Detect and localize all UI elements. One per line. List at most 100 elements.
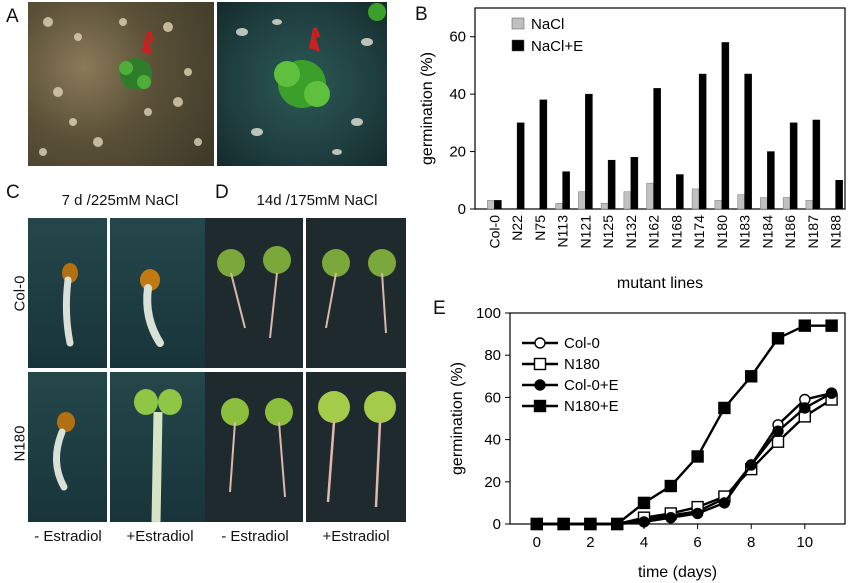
x-tick-label-e-0: 0: [533, 534, 541, 551]
y-tick-label-e-80: 80: [484, 347, 501, 364]
panel-c-photo-n180-minus: [28, 372, 107, 522]
panel-c-label-plus-estradiol: +Estradiol: [126, 528, 194, 545]
bar-nacl-e-N183: [744, 73, 752, 210]
legend-marker-e-0: [534, 337, 546, 349]
x-axis-label-b: mutant lines: [617, 275, 703, 292]
point-N180+E-1: [557, 517, 570, 531]
bar-nacl-N186: [782, 197, 791, 210]
panel-label-c: C: [6, 182, 20, 203]
y-tick-label-b-60: 60: [449, 29, 466, 46]
legend-swatch-b-1: [511, 39, 525, 52]
bar-nacl-e-N184: [767, 151, 775, 210]
x-tick-label-e-4: 4: [640, 534, 648, 551]
panel-a-photo-left: [28, 2, 214, 166]
bar-nacl-N187: [805, 200, 814, 210]
y-tick-label-b-40: 40: [449, 86, 466, 103]
y-tick-label-e-60: 60: [484, 389, 501, 406]
point-Col-0+E-9: [772, 425, 784, 437]
bar-nacl-N183: [737, 194, 745, 210]
panel-c-photo-col0-plus: [110, 218, 205, 368]
bar-nacl-N132: [623, 191, 632, 210]
bar-nacl-N184: [760, 197, 768, 210]
red-arrow-icon: [142, 32, 152, 54]
x-tick-label-b-N168: N168: [668, 215, 684, 249]
panel-label-d: D: [215, 182, 229, 203]
bar-nacl-N113: [555, 203, 563, 210]
x-tick-label-b-Col-0: Col-0: [486, 215, 502, 249]
seedling-field-illustration: [39, 17, 202, 156]
legend-label-e-0: Col-0: [564, 335, 600, 352]
legend-marker-e-3: [533, 399, 547, 413]
y-tick-label-e-40: 40: [484, 432, 501, 449]
panel-d-photo-n180-minus: [205, 372, 303, 522]
x-tick-label-e-10: 10: [796, 534, 813, 551]
bar-nacl-e-N174: [698, 73, 707, 210]
point-N180+E-9: [771, 332, 785, 345]
panel-label-e: E: [433, 298, 446, 319]
x-tick-label-e-8: 8: [747, 534, 755, 551]
panel-a-photo-right: [217, 2, 387, 166]
panel-c-photo-n180-plus: [110, 372, 205, 522]
x-tick-label-b-N75: N75: [532, 215, 548, 241]
bar-nacl-N121: [578, 191, 586, 210]
x-tick-label-b-N113: N113: [555, 215, 571, 248]
panel-c-photo-col0-minus: [28, 218, 107, 368]
x-tick-label-b-N186: N186: [782, 215, 798, 249]
panel-c-title: 7 d /225mM NaCl: [61, 192, 179, 209]
panel-d-title: 14d /175mM NaCl: [256, 192, 378, 209]
y-tick-label-e-20: 20: [484, 474, 501, 491]
bar-nacl-e-N75: [539, 99, 548, 210]
panel-d-label-minus-estradiol: - Estradiol: [221, 528, 289, 545]
bar-nacl-e-N188: [835, 180, 843, 210]
panel-label-a: A: [6, 6, 19, 27]
panel-e-line-chart: 0 20 40 60 80 100 0 2 4 6 8 10 germination (%) time (…: [449, 305, 846, 581]
bar-nacl-N162: [646, 182, 654, 210]
point-N180+E-3: [610, 517, 624, 531]
y-tick-label-b-0: 0: [458, 201, 466, 218]
point-N180+E-2: [584, 517, 597, 531]
x-tick-label-b-N184: N184: [759, 215, 775, 249]
x-tick-label-b-N174: N174: [691, 215, 707, 249]
legend-label-b-1: NaCl+E: [531, 38, 583, 55]
y-axis-label-b: germination (%): [419, 52, 436, 165]
legend-marker-e-2: [534, 379, 546, 391]
point-N180+E-4: [637, 496, 651, 510]
row-label-n180: N180: [11, 425, 29, 462]
red-arrow-icon-right: [309, 28, 320, 52]
point-N180+E-0: [530, 517, 544, 531]
row-label-col0: Col-0: [11, 275, 29, 312]
panel-c-label-minus-estradiol: - Estradiol: [34, 528, 102, 545]
y-tick-label-b-20: 20: [449, 144, 466, 161]
bar-nacl-e-Col-0: [494, 200, 502, 210]
x-tick-label-b-N187: N187: [805, 215, 821, 249]
legend-label-e-2: Col-0+E: [564, 377, 619, 394]
x-tick-label-b-N183: N183: [737, 215, 753, 249]
x-tick-label-e-6: 6: [693, 534, 701, 551]
seedling-closeup-illustration: [236, 3, 386, 155]
bar-nacl-e-N180: [721, 42, 730, 210]
panel-b-bar-chart: 0 20 40 60 germination (%) Col-0 N22 N75 N113 N12…: [419, 7, 846, 292]
legend-label-b-0: NaCl: [531, 16, 564, 33]
point-N180+E-8: [745, 370, 758, 383]
point-N180+E-5: [664, 479, 678, 493]
legend-marker-e-1: [533, 357, 547, 371]
bar-nacl-e-N22: [516, 122, 525, 210]
x-tick-label-b-N180: N180: [714, 215, 730, 249]
point-Col-0+E-5: [665, 511, 677, 524]
bar-nacl-e-N125: [607, 159, 616, 210]
x-tick-label-e-2: 2: [586, 534, 594, 551]
point-N180+E-6: [691, 450, 704, 463]
series-line-N180: [536, 398, 833, 526]
bar-nacl-e-N121: [585, 93, 593, 210]
x-tick-label-b-N162: N162: [646, 215, 662, 249]
bar-nacl-e-N113: [562, 171, 570, 210]
point-N180+E-11: [825, 319, 838, 332]
x-tick-label-b-N121: N121: [577, 215, 593, 249]
panel-label-b: B: [415, 4, 428, 25]
bar-nacl-N174: [691, 188, 700, 210]
x-tick-label-b-N132: N132: [623, 215, 639, 249]
bar-nacl-Col-0: [487, 200, 495, 210]
panel-d-photo-n180-plus: [306, 372, 406, 522]
bar-nacl-e-N162: [653, 88, 661, 210]
point-Col-0+E-6: [691, 507, 704, 520]
